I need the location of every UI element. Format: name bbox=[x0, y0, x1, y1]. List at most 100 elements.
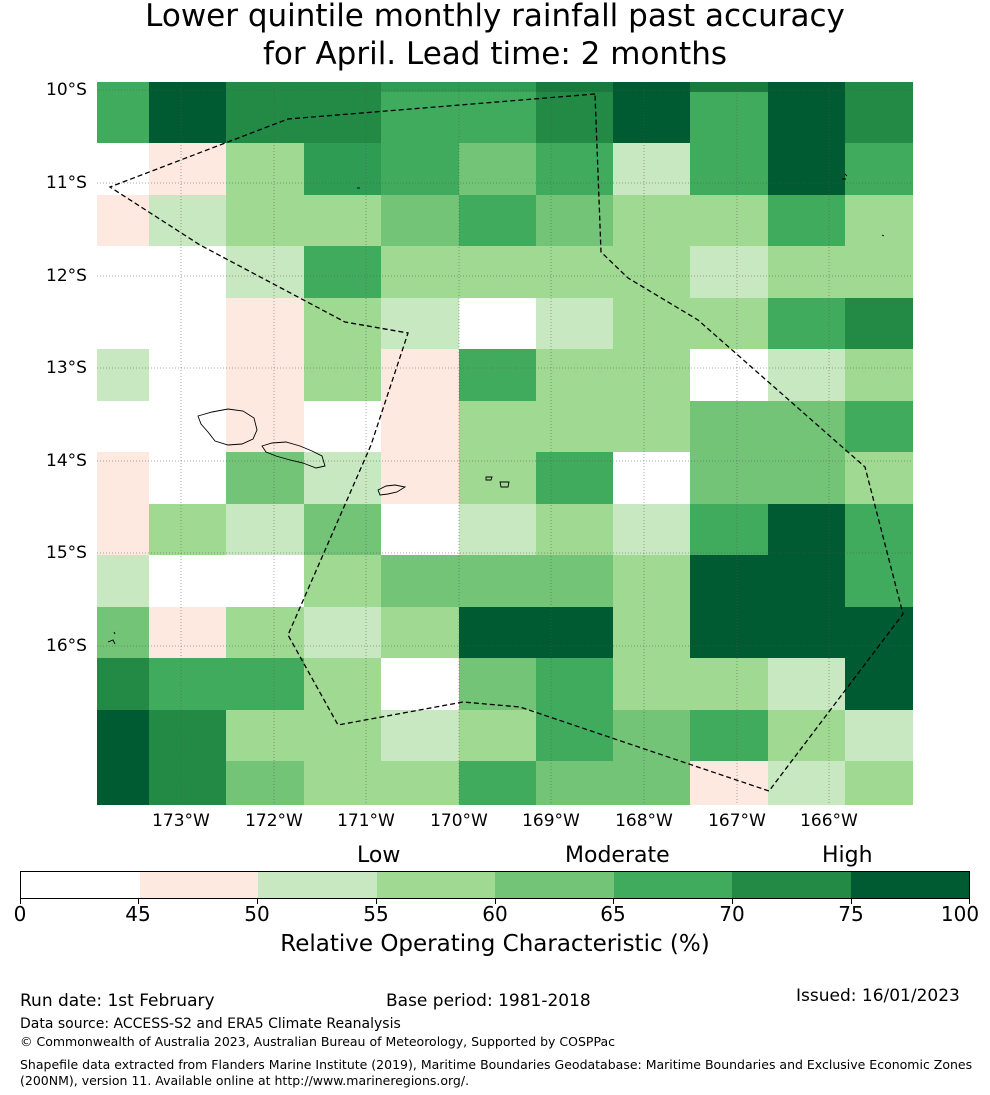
grid-cell bbox=[226, 452, 304, 504]
colorbar-label: Relative Operating Characteristic (%) bbox=[280, 931, 710, 957]
grid-cell bbox=[149, 82, 226, 92]
grid-cell bbox=[459, 607, 536, 658]
lat-label-10s: 10°S bbox=[46, 80, 87, 100]
grid-cell bbox=[381, 504, 459, 555]
colorbar-tick-50: 50 bbox=[244, 902, 270, 926]
grid-cell bbox=[536, 761, 613, 805]
grid-cell bbox=[97, 658, 149, 710]
grid-cell bbox=[613, 710, 690, 761]
colorbar-tick-100: 100 bbox=[940, 902, 980, 926]
grid-cell bbox=[97, 452, 149, 504]
grid-cell bbox=[613, 143, 690, 195]
grid-cell bbox=[536, 555, 613, 607]
grid-cell bbox=[304, 92, 381, 143]
grid-cell bbox=[149, 246, 226, 298]
grid-cell bbox=[226, 92, 304, 143]
lat-label-15s: 15°S bbox=[46, 543, 87, 563]
grid-cell bbox=[149, 761, 226, 805]
grid-cell bbox=[149, 710, 226, 761]
grid-cell bbox=[690, 607, 768, 658]
grid-cell bbox=[690, 504, 768, 555]
grid-cell bbox=[226, 555, 304, 607]
grid-cell bbox=[613, 92, 690, 143]
manua-island-east bbox=[499, 481, 510, 488]
grid-cell bbox=[690, 92, 768, 143]
grid-cell bbox=[149, 195, 226, 246]
grid-cell bbox=[381, 658, 459, 710]
lon-label-170w: 170°W bbox=[430, 811, 488, 831]
grid-cell bbox=[459, 143, 536, 195]
grid-cell bbox=[613, 761, 690, 805]
colorbar-tick-75: 75 bbox=[838, 902, 864, 926]
grid-cell bbox=[459, 504, 536, 555]
colorbar bbox=[20, 871, 970, 899]
grid-cell bbox=[381, 298, 459, 349]
grid-cell bbox=[97, 607, 149, 658]
grid-cell bbox=[226, 658, 304, 710]
grid-cell bbox=[226, 349, 304, 401]
colorbar-segment-75-100 bbox=[850, 872, 969, 898]
lon-label-168w: 168°W bbox=[615, 811, 673, 831]
grid-cell bbox=[768, 82, 845, 92]
lon-label-167w: 167°W bbox=[708, 811, 766, 831]
atoll-east bbox=[881, 234, 885, 237]
grid-cell bbox=[845, 195, 913, 246]
grid-cell bbox=[304, 761, 381, 805]
colorbar-tick-60: 60 bbox=[482, 902, 508, 926]
grid-cell bbox=[536, 607, 613, 658]
grid-cell bbox=[97, 246, 149, 298]
grid-cell bbox=[690, 761, 768, 805]
lat-label-13s: 13°S bbox=[46, 358, 87, 378]
lon-label-171w: 171°W bbox=[337, 811, 395, 831]
grid-cell bbox=[536, 504, 613, 555]
grid-cell bbox=[536, 195, 613, 246]
colorbar-tick-65: 65 bbox=[600, 902, 626, 926]
grid-cell bbox=[304, 82, 381, 92]
grid-cell bbox=[97, 298, 149, 349]
grid-cell bbox=[304, 555, 381, 607]
colorbar-segment-70-75 bbox=[732, 872, 851, 898]
grid-cell bbox=[768, 92, 845, 143]
grid-cell bbox=[613, 607, 690, 658]
grid-cell bbox=[613, 298, 690, 349]
grid-cell bbox=[768, 658, 845, 710]
grid-cell bbox=[845, 401, 913, 452]
grid-cell bbox=[226, 607, 304, 658]
grid-cell bbox=[381, 452, 459, 504]
grid-cell bbox=[149, 298, 226, 349]
grid-cell bbox=[690, 195, 768, 246]
islands bbox=[107, 173, 885, 645]
grid-cell bbox=[768, 710, 845, 761]
grid-cell bbox=[149, 658, 226, 710]
grid-cell bbox=[613, 658, 690, 710]
upolu-island bbox=[261, 441, 326, 469]
grid-cell bbox=[613, 82, 690, 92]
grid-cell bbox=[613, 195, 690, 246]
grid-cell bbox=[149, 349, 226, 401]
lon-label-173w: 173°W bbox=[152, 811, 210, 831]
grid-cell bbox=[97, 349, 149, 401]
grid-cell bbox=[97, 555, 149, 607]
grid-cell bbox=[459, 658, 536, 710]
lat-label-12s: 12°S bbox=[46, 266, 87, 286]
tutuila-island bbox=[377, 484, 407, 496]
colorbar-segment-0-45 bbox=[21, 872, 140, 898]
grid-cell bbox=[768, 761, 845, 805]
grid-cell bbox=[690, 401, 768, 452]
grid-cell bbox=[845, 143, 913, 195]
grid-cell bbox=[768, 607, 845, 658]
copyright: © Commonwealth of Australia 2023, Austra… bbox=[20, 1034, 615, 1049]
grid-cell bbox=[149, 504, 226, 555]
grid-cell bbox=[613, 555, 690, 607]
grid-cell bbox=[690, 246, 768, 298]
grid-cell bbox=[381, 710, 459, 761]
grid-cell bbox=[845, 710, 913, 761]
grid-cell bbox=[459, 92, 536, 143]
grid-cell bbox=[459, 555, 536, 607]
grid-cell bbox=[381, 607, 459, 658]
grid-cell bbox=[690, 452, 768, 504]
legend-category-moderate: Moderate bbox=[565, 843, 670, 868]
grid-cell bbox=[845, 555, 913, 607]
grid-cell bbox=[845, 452, 913, 504]
grid-cell bbox=[768, 195, 845, 246]
